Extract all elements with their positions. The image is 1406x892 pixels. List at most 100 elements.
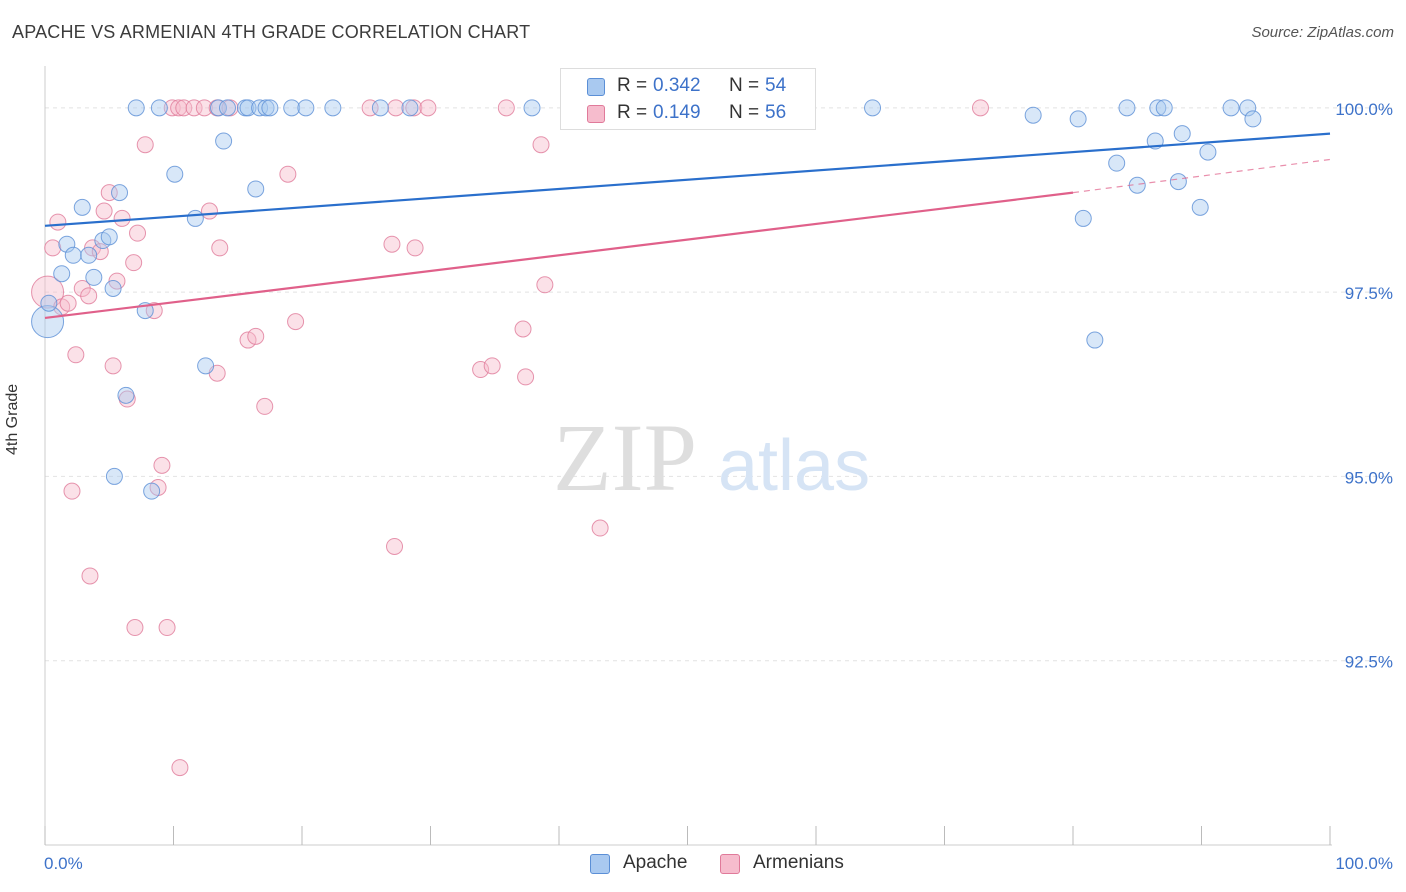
armenians-point [195, 99, 213, 117]
armenians-point [211, 239, 229, 257]
apache-point [1173, 125, 1191, 143]
apache-point [80, 246, 98, 264]
armenians-point [497, 99, 515, 117]
apache-point [1108, 154, 1126, 172]
apache-r-value: 0.342 [653, 75, 701, 96]
armenians-trend-line [44, 191, 1074, 320]
armenians-point [175, 99, 193, 117]
armenians-r-label: R = [617, 102, 648, 123]
apache-point [239, 99, 257, 117]
source-label: Source: ZipAtlas.com [1251, 24, 1394, 41]
apache-point [1199, 143, 1217, 161]
apache-point [523, 99, 541, 117]
apache-point [105, 467, 123, 485]
x-tick-label-max: 100.0% [1335, 854, 1393, 873]
armenians-point [185, 99, 203, 117]
apache-point [197, 357, 215, 375]
armenians-point [104, 357, 122, 375]
apache-legend-label: Apache [623, 852, 688, 873]
apache-point [209, 99, 227, 117]
armenians-point [80, 287, 98, 305]
apache-point [1149, 99, 1167, 117]
armenians-point [247, 327, 265, 345]
armenians-legend-label: Armenians [753, 852, 844, 873]
apache-point [1024, 106, 1042, 124]
apache-point [1118, 99, 1136, 117]
apache-point [1086, 331, 1104, 349]
armenians-legend-swatch [720, 854, 740, 874]
armenians-point [532, 136, 550, 154]
y-tick-label: 92.5% [1345, 653, 1393, 672]
apache-point [324, 99, 342, 117]
armenians-point [386, 537, 404, 555]
apache-point [401, 99, 419, 117]
armenians-point [63, 482, 81, 500]
apache-point [58, 235, 76, 253]
armenians-point [153, 456, 171, 474]
apache-point [64, 246, 82, 264]
grid-layer [45, 107, 1392, 662]
armenians-point [517, 368, 535, 386]
apache-point [1244, 110, 1262, 128]
armenians-point [591, 519, 609, 537]
apache-point [864, 99, 882, 117]
armenians-point [49, 213, 67, 231]
armenians-point [361, 99, 379, 117]
tick-label-layer: 100.0% 97.5% 95.0% 92.5% 0.0% 100.0% [44, 100, 1393, 873]
apache-point [53, 265, 71, 283]
armenians-point [536, 276, 554, 294]
apache-r-label: R = [617, 75, 648, 96]
apache-point [150, 99, 168, 117]
apache-point [261, 99, 279, 117]
armenians-point [95, 202, 113, 220]
apache-point [247, 180, 265, 198]
armenians-point [514, 320, 532, 338]
armenians-point [136, 136, 154, 154]
apache-point [257, 99, 275, 117]
armenians-point [113, 209, 131, 227]
armenians-point [279, 165, 297, 183]
apache-point [251, 99, 269, 117]
apache-point [166, 165, 184, 183]
apache-point [1069, 110, 1087, 128]
armenians-point [200, 202, 218, 220]
armenians-point [67, 346, 85, 364]
apache-point [143, 482, 161, 500]
armenians-point [100, 184, 118, 202]
armenians-point [405, 99, 423, 117]
y-axis-label: 4th Grade [4, 383, 21, 455]
apache-point [1169, 173, 1187, 191]
apache-point [1222, 99, 1240, 117]
armenians-point [31, 275, 65, 309]
armenians-point [126, 619, 144, 637]
armenians-point [170, 99, 188, 117]
armenians-point [406, 239, 424, 257]
armenians-point [44, 239, 62, 257]
armenians-point [419, 99, 437, 117]
apache-point [371, 99, 389, 117]
apache-point [283, 99, 301, 117]
points-layer [31, 99, 1262, 777]
apache-point [40, 294, 58, 312]
armenians-point [59, 294, 77, 312]
y-tick-label: 100.0% [1335, 100, 1393, 119]
armenians-swatch [587, 105, 605, 123]
apache-point [1074, 209, 1092, 227]
armenians-point [383, 235, 401, 253]
apache-point [215, 132, 233, 150]
trend-layer [44, 132, 1331, 320]
apache-n-value: 54 [765, 75, 787, 96]
armenians-point [125, 254, 143, 272]
apache-point [218, 99, 236, 117]
apache-point [297, 99, 315, 117]
armenians-point [81, 567, 99, 585]
armenians-r-value: 0.149 [653, 102, 701, 123]
apache-point [117, 386, 135, 404]
apache-trend-line [44, 132, 1331, 227]
apache-point [73, 198, 91, 216]
apache-point [1191, 198, 1209, 216]
watermark-zip: ZIP [553, 404, 697, 511]
apache-point [111, 184, 129, 202]
armenians-n-label: N = [729, 102, 760, 123]
watermark-atlas: atlas [718, 426, 870, 506]
